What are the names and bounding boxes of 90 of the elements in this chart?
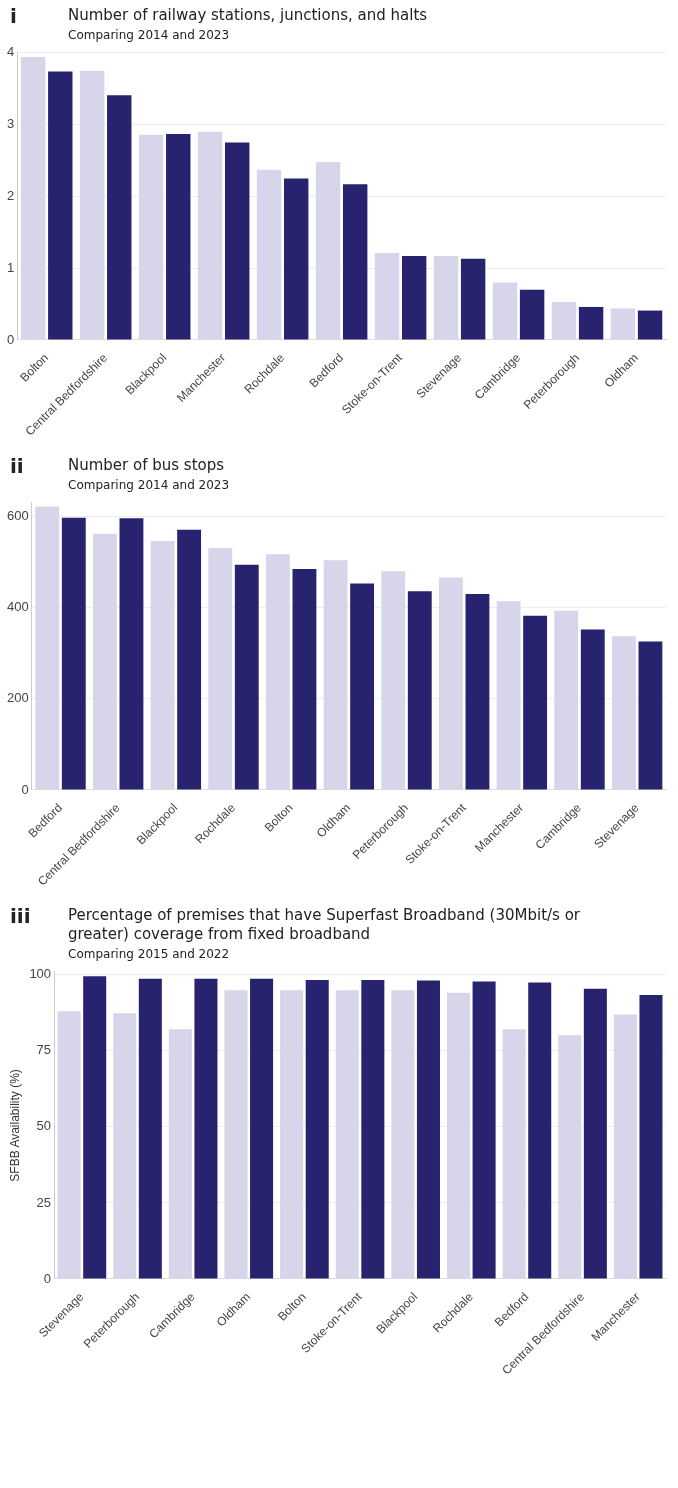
bar (292, 568, 317, 790)
y-tick-label: 2 (7, 187, 15, 203)
bar (381, 571, 406, 790)
y-tick-label: 4 (7, 44, 15, 60)
text: Comparing 2014 and 2023 (68, 28, 230, 42)
bar (177, 529, 202, 790)
chart-title: Percentage of premises that have Superfast Broadband (30Mbit/s or greater) coverage from fixed broadband (68, 906, 581, 944)
bar (224, 990, 248, 1279)
bar (446, 992, 471, 1279)
bar (502, 1029, 526, 1279)
text: Comparing 2015 and 2022 (68, 947, 230, 961)
bar (208, 547, 233, 790)
bar (194, 978, 218, 1279)
bar (460, 258, 486, 340)
bar (611, 636, 636, 790)
y-tick-label: 0 (43, 1270, 52, 1286)
bar (225, 142, 250, 340)
bar (150, 541, 175, 790)
bar (638, 641, 663, 790)
bar (138, 134, 164, 340)
bar (523, 615, 548, 790)
y-tick-label: 3 (7, 116, 15, 132)
bar (323, 560, 348, 790)
text: ii (10, 454, 25, 478)
bar (107, 95, 132, 340)
bar (315, 161, 341, 340)
bar (438, 577, 463, 790)
y-tick-label: 25 (36, 1194, 52, 1210)
bar (265, 554, 290, 790)
bar (580, 629, 605, 790)
y-tick-label: 75 (36, 1042, 52, 1058)
bar (558, 1035, 582, 1279)
bar (305, 980, 329, 1279)
bar (578, 306, 604, 340)
y-tick-label: 200 (6, 690, 29, 706)
bar (639, 994, 663, 1279)
bar (335, 990, 359, 1279)
y-tick-label: 0 (7, 331, 15, 347)
bar (407, 591, 432, 790)
bar (92, 533, 117, 790)
bar (433, 255, 459, 340)
bar (496, 601, 521, 790)
y-axis-title: SFBB Availability (%) (7, 1069, 22, 1182)
chart-title: Number of railway stations, junctions, and halts (68, 6, 428, 25)
bar (342, 184, 368, 340)
bar (61, 517, 86, 790)
bar (637, 310, 663, 340)
bar (374, 253, 400, 340)
bar (250, 978, 274, 1279)
bar (234, 564, 259, 790)
bar (492, 282, 518, 340)
bar (416, 980, 440, 1279)
chart-title: Number of bus stops (68, 456, 226, 475)
bar (57, 1011, 81, 1279)
bar (35, 506, 60, 790)
bar (583, 988, 607, 1279)
bar (166, 133, 191, 340)
bar (401, 255, 427, 340)
bar (283, 178, 309, 340)
bar (119, 518, 144, 790)
bar (280, 990, 304, 1279)
bar (256, 169, 282, 340)
bar (551, 301, 577, 340)
text: iii (10, 904, 32, 928)
y-tick-label: 100 (29, 966, 52, 982)
y-tick-label: 600 (6, 508, 29, 524)
y-tick-label: 50 (36, 1118, 52, 1134)
bar (361, 980, 385, 1279)
text: Comparing 2014 and 2023 (68, 478, 230, 492)
y-tick-label: 1 (7, 259, 15, 275)
bar (350, 583, 375, 790)
y-tick-label: 0 (21, 781, 29, 797)
bar (48, 71, 73, 340)
bar (391, 990, 415, 1279)
bar (472, 981, 496, 1279)
bar (79, 70, 105, 340)
bar (113, 1013, 137, 1279)
y-tick-label: 400 (6, 599, 29, 615)
bar (83, 976, 107, 1279)
bar (554, 610, 579, 790)
bar (20, 57, 46, 340)
bar (610, 308, 636, 340)
bar (465, 593, 490, 790)
bar (613, 1014, 637, 1279)
text: i (10, 4, 18, 28)
bar (168, 1029, 192, 1279)
bar (197, 131, 223, 340)
bar (528, 982, 552, 1279)
bar (519, 289, 545, 340)
bar (138, 978, 162, 1279)
